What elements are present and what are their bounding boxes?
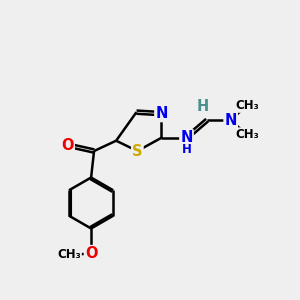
Text: CH₃: CH₃ bbox=[235, 99, 259, 112]
Text: CH₃: CH₃ bbox=[57, 248, 81, 262]
Text: N: N bbox=[180, 130, 193, 145]
Text: H: H bbox=[182, 143, 191, 156]
Text: N: N bbox=[155, 106, 168, 121]
Text: O: O bbox=[61, 138, 74, 153]
Text: H: H bbox=[196, 99, 209, 114]
Text: O: O bbox=[85, 246, 98, 261]
Text: CH₃: CH₃ bbox=[235, 128, 259, 141]
Text: S: S bbox=[132, 143, 142, 158]
Text: N: N bbox=[224, 112, 237, 128]
